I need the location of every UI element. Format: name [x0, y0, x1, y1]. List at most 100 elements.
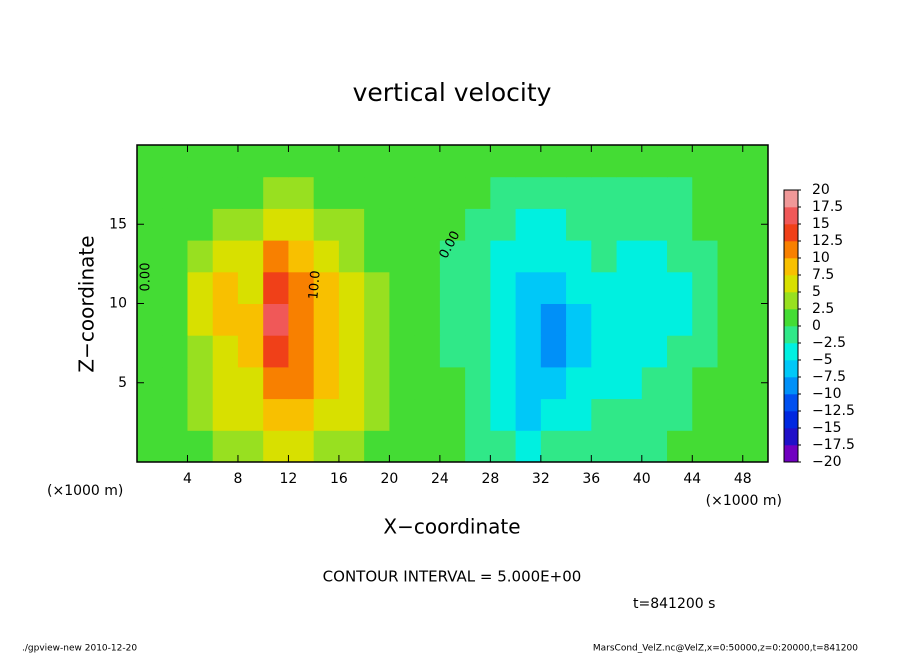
- heatmap-cell: [263, 398, 289, 431]
- heatmap-cell: [667, 145, 693, 178]
- colorbar-label: −5: [812, 352, 833, 368]
- heatmap-cell: [212, 145, 239, 178]
- colorbar-label: 20: [812, 182, 830, 198]
- colorbar-swatch: [784, 343, 798, 361]
- heatmap-cell: [212, 303, 239, 336]
- heatmap-cell: [515, 430, 542, 463]
- heatmap-cell: [414, 271, 441, 304]
- heatmap-cell: [667, 176, 693, 209]
- colorbar-swatch: [784, 445, 798, 463]
- heatmap-cell: [591, 335, 618, 368]
- heatmap-cell: [338, 430, 365, 463]
- heatmap-cell: [591, 303, 618, 336]
- contour-label: 0.00: [139, 263, 154, 292]
- x-axis-label: X−coordinate: [383, 515, 520, 539]
- heatmap-cell: [465, 303, 491, 336]
- heatmap-cell: [237, 145, 264, 178]
- heatmap-cell: [389, 208, 416, 241]
- heatmap-cell: [616, 303, 643, 336]
- heatmap-cell: [540, 240, 567, 273]
- x-tick-label: 44: [683, 471, 701, 487]
- heatmap-cell: [137, 176, 163, 209]
- heatmap-cell: [566, 335, 592, 368]
- heatmap-cell: [389, 240, 416, 273]
- heatmap-cell: [288, 145, 315, 178]
- heatmap-cell: [616, 271, 643, 304]
- heatmap-cell: [313, 303, 340, 336]
- heatmap-cell: [137, 335, 163, 368]
- heatmap-cell: [439, 208, 466, 241]
- heatmap-cell: [742, 176, 769, 209]
- heatmap-cell: [439, 271, 466, 304]
- heatmap-cell: [465, 240, 491, 273]
- colorbar-swatch: [784, 241, 798, 259]
- heatmap-cell: [641, 145, 668, 178]
- heatmap-cell: [439, 240, 466, 273]
- heatmap-cell: [515, 335, 542, 368]
- heatmap-cell: [263, 303, 289, 336]
- colorbar-swatch: [784, 394, 798, 412]
- colorbar-label: −10: [812, 386, 842, 402]
- heatmap-cell: [389, 303, 416, 336]
- contour-label: 10.0: [306, 270, 323, 300]
- heatmap-cell: [667, 366, 693, 400]
- colorbar-swatch: [784, 224, 798, 242]
- heatmap-cell: [515, 271, 542, 304]
- heatmap-cell: [465, 176, 491, 209]
- heatmap-cell: [414, 398, 441, 431]
- heatmap-cell: [692, 430, 719, 463]
- heatmap-cell: [338, 240, 365, 273]
- heatmap-cell: [187, 176, 214, 209]
- x-tick-label: 48: [734, 471, 752, 487]
- heatmap-cell: [237, 303, 264, 336]
- heatmap-cell: [237, 398, 264, 431]
- heatmap-cell: [263, 271, 289, 304]
- heatmap-cell: [414, 240, 441, 273]
- heatmap-cell: [263, 176, 289, 209]
- heatmap-cell: [237, 176, 264, 209]
- heatmap-cell: [364, 398, 390, 431]
- heatmap-cell: [389, 398, 416, 431]
- heatmap-cell: [187, 335, 214, 368]
- heatmap-cell: [591, 145, 618, 178]
- heatmap-cell: [566, 271, 592, 304]
- heatmap-cell: [187, 398, 214, 431]
- heatmap-cell: [162, 208, 188, 241]
- heatmap-cell: [641, 335, 668, 368]
- heatmap-cell: [414, 208, 441, 241]
- colorbar-swatch: [784, 360, 798, 378]
- heatmap-cell: [490, 145, 517, 178]
- heatmap-cell: [212, 366, 239, 400]
- heatmap-cell: [313, 240, 340, 273]
- colorbar-swatch: [784, 292, 798, 310]
- y-tick-label: 10: [109, 296, 127, 312]
- heatmap-cell: [187, 145, 214, 178]
- heatmap-cell: [137, 145, 163, 178]
- heatmap-cell: [515, 398, 542, 431]
- heatmap-cell: [717, 303, 744, 336]
- heatmap-cell: [692, 208, 719, 241]
- heatmap-cell: [162, 145, 188, 178]
- colorbar-swatch: [784, 258, 798, 276]
- x-tick-label: 20: [380, 471, 398, 487]
- heatmap-cell: [439, 335, 466, 368]
- heatmap-cell: [490, 240, 517, 273]
- heatmap-cell: [439, 176, 466, 209]
- heatmap-cell: [692, 176, 719, 209]
- heatmap-cell: [313, 398, 340, 431]
- heatmap-cell: [338, 303, 365, 336]
- heatmap-cell: [414, 335, 441, 368]
- colorbar-swatch: [784, 428, 798, 446]
- heatmap-cell: [742, 335, 769, 368]
- colorbar-label: −7.5: [812, 369, 846, 385]
- chart-title: vertical velocity: [353, 78, 552, 107]
- heatmap-cell: [591, 176, 618, 209]
- heatmap-cell: [338, 398, 365, 431]
- heatmap-cell: [616, 398, 643, 431]
- heatmap-cell: [641, 303, 668, 336]
- heatmap-cell: [338, 145, 365, 178]
- colorbar-label: 15: [812, 216, 830, 232]
- heatmap-cell: [616, 145, 643, 178]
- colorbar-swatch: [784, 377, 798, 395]
- heatmap-cell: [288, 398, 315, 431]
